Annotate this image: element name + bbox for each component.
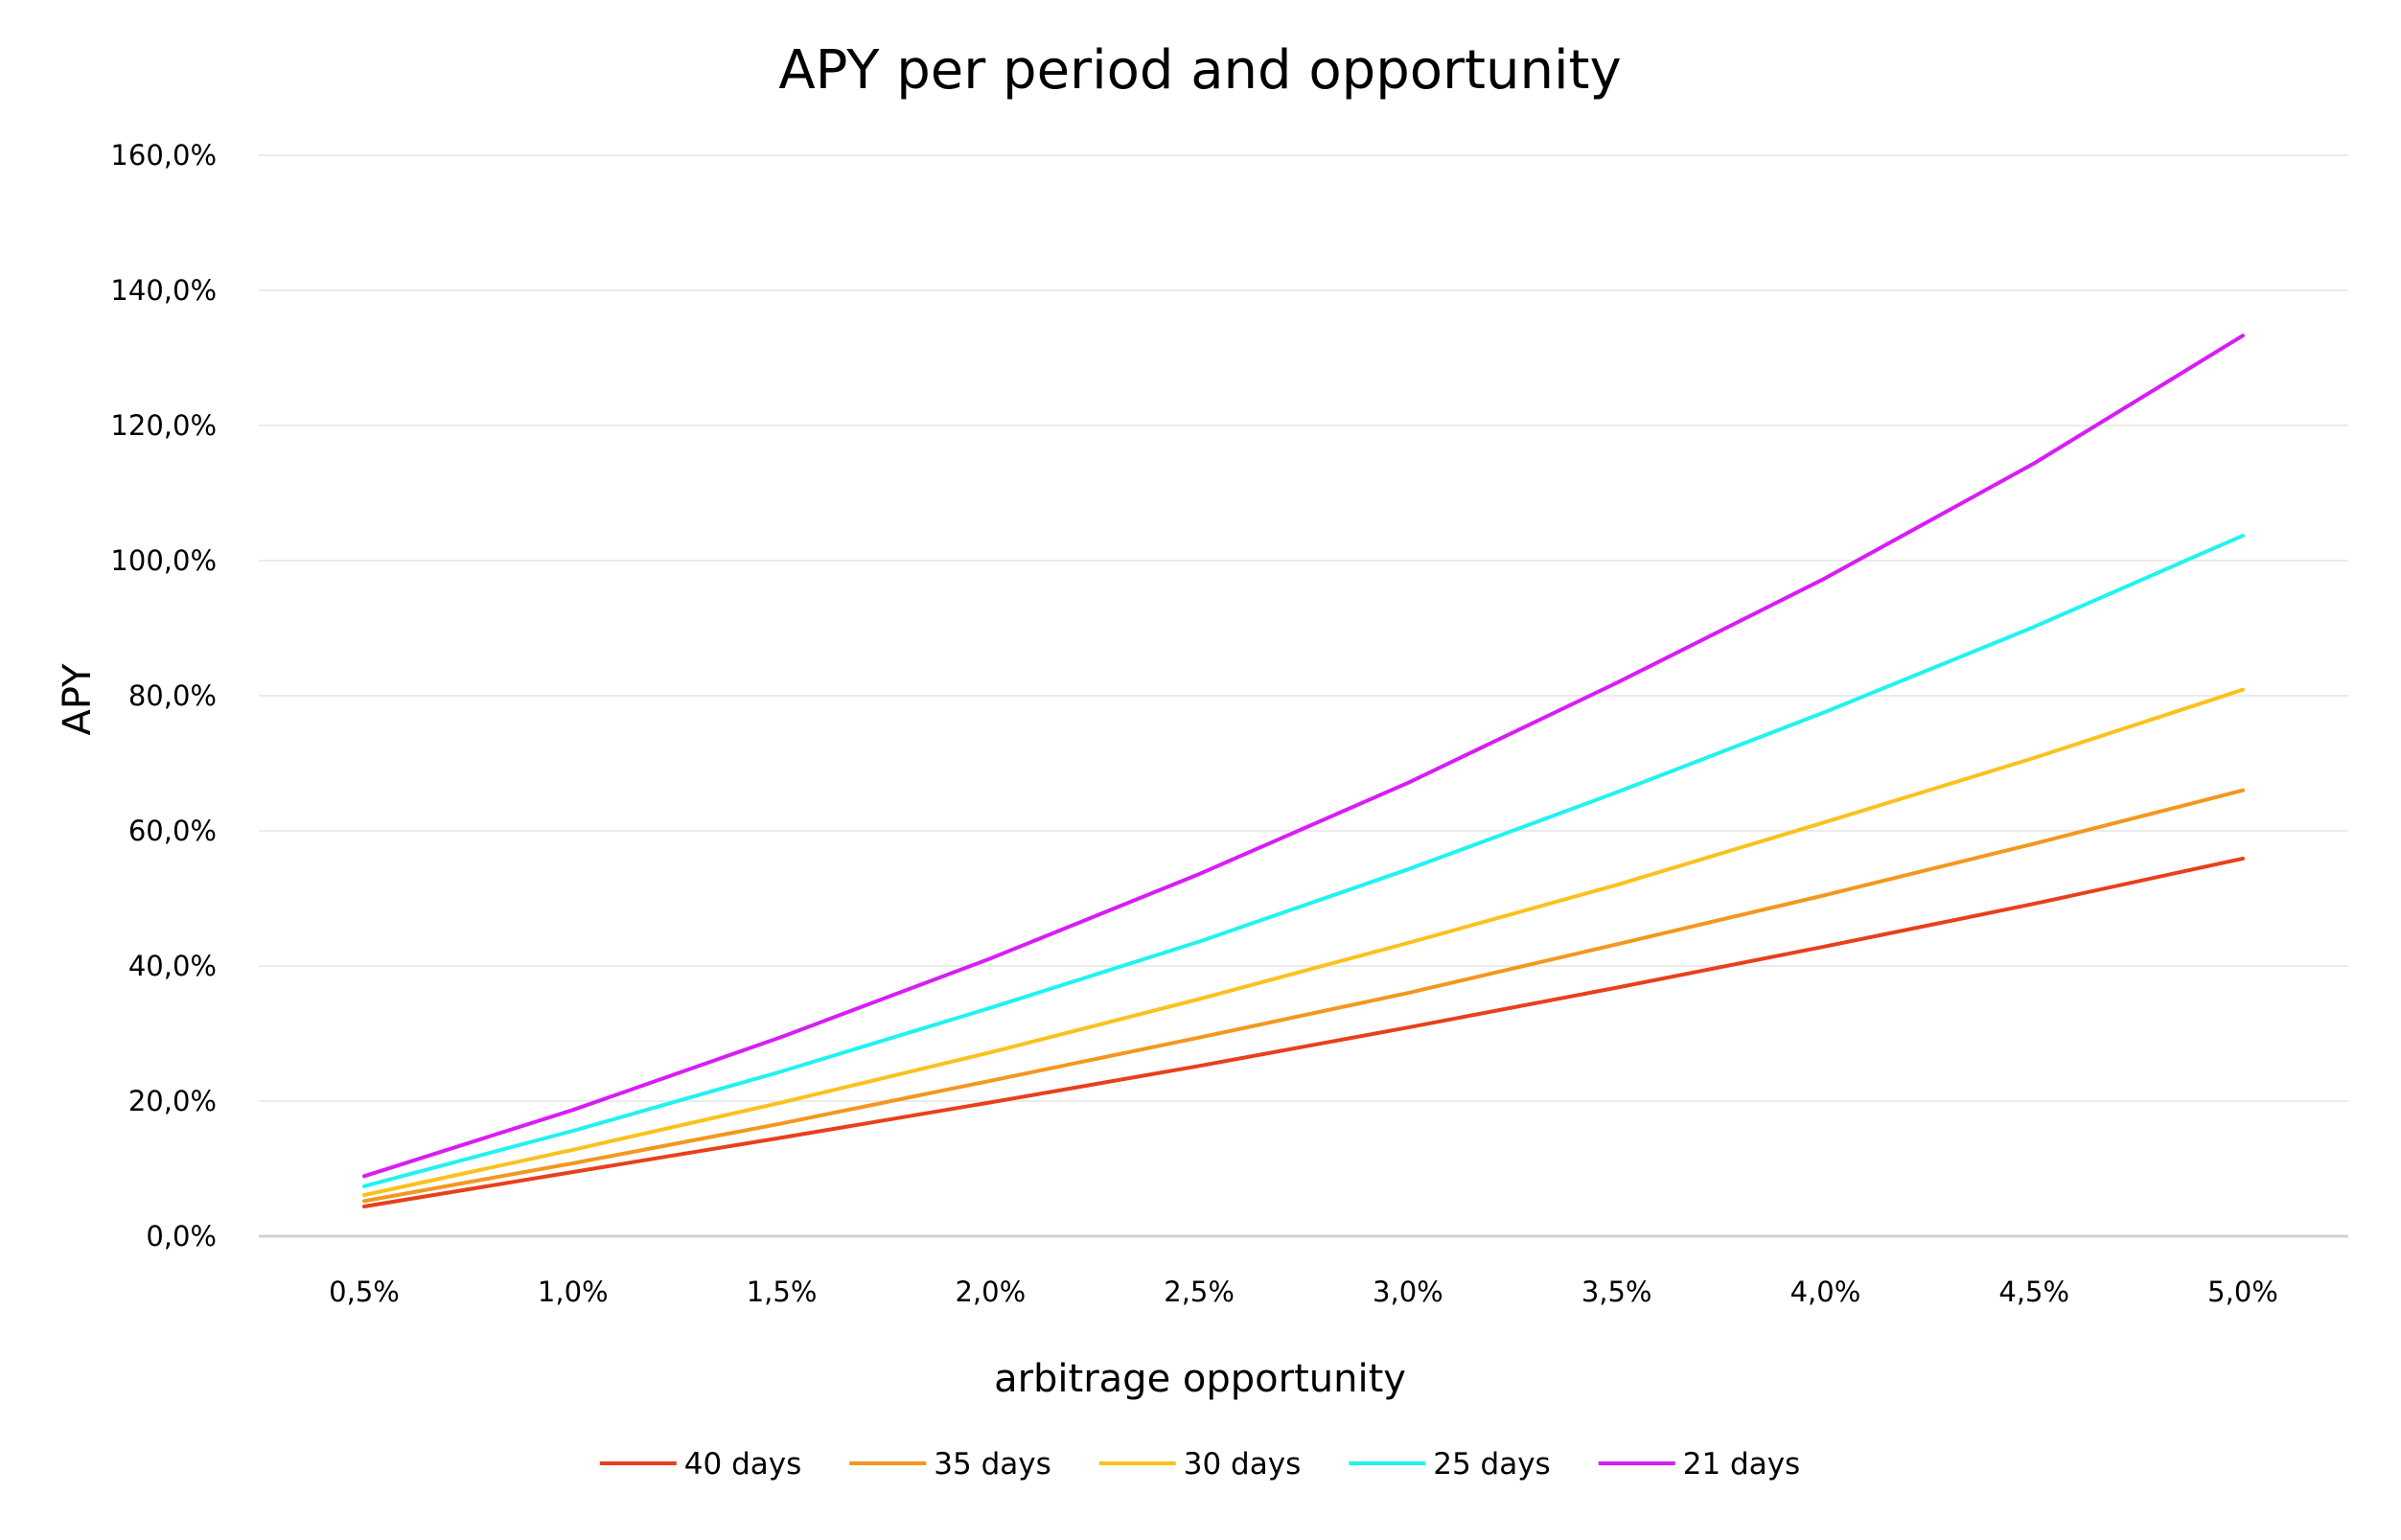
x-tick-label: 5,0% — [2207, 1276, 2278, 1308]
legend-item-40-days: 40 days — [599, 1447, 801, 1482]
legend-item-35-days: 35 days — [849, 1447, 1051, 1482]
y-tick-label: 20,0% — [128, 1085, 217, 1117]
series-lines — [362, 333, 2245, 1208]
series-line-30-days — [362, 687, 2245, 1197]
x-tick-label: 1,0% — [538, 1276, 609, 1308]
chart-title: APY per period and opportunity — [778, 39, 1621, 102]
legend-label: 40 days — [684, 1447, 801, 1482]
x-tick-label: 4,0% — [1790, 1276, 1861, 1308]
y-tick-label: 100,0% — [110, 544, 217, 577]
y-tick-label: 120,0% — [110, 409, 217, 442]
legend-item-25-days: 25 days — [1349, 1447, 1551, 1482]
series-line-21-days — [362, 333, 2245, 1179]
legend: 40 days 35 days 30 days 25 days 21 days — [599, 1447, 1800, 1482]
gridlines — [259, 154, 2348, 1238]
legend-item-30-days: 30 days — [1098, 1447, 1301, 1482]
legend-label: 21 days — [1683, 1447, 1800, 1482]
series-line-40-days — [362, 856, 2245, 1208]
x-axis-ticks: 0,5% 1,0% 1,5% 2,0% 2,5% 3,0% 3,5% 4,0% 4,5% 5,0% — [329, 1276, 2278, 1308]
y-axis-ticks: 0,0% 20,0% 40,0% 60,0% 80,0% 100,0% 120,0% 140,… — [110, 139, 217, 1253]
x-axis-label: arbitrage opportunity — [994, 1357, 1406, 1401]
y-tick-label: 40,0% — [128, 950, 217, 982]
x-tick-label: 3,0% — [1373, 1276, 1443, 1308]
x-tick-label: 3,5% — [1581, 1276, 1652, 1308]
legend-item-21-days: 21 days — [1598, 1447, 1800, 1482]
legend-label: 35 days — [934, 1447, 1050, 1482]
series-line-35-days — [362, 788, 2245, 1204]
y-tick-label: 80,0% — [128, 679, 217, 712]
y-tick-label: 60,0% — [128, 815, 217, 847]
x-tick-label: 1,5% — [747, 1276, 818, 1308]
y-tick-label: 0,0% — [146, 1220, 217, 1253]
y-axis-label: APY — [56, 663, 100, 736]
x-tick-label: 2,5% — [1164, 1276, 1235, 1308]
x-tick-label: 0,5% — [329, 1276, 400, 1308]
y-tick-label: 140,0% — [110, 274, 217, 307]
legend-label: 30 days — [1184, 1447, 1301, 1482]
x-tick-label: 4,5% — [1998, 1276, 2069, 1308]
y-tick-label: 160,0% — [110, 139, 217, 172]
x-tick-label: 2,0% — [955, 1276, 1026, 1308]
series-line-25-days — [362, 533, 2245, 1188]
legend-label: 25 days — [1433, 1447, 1550, 1482]
